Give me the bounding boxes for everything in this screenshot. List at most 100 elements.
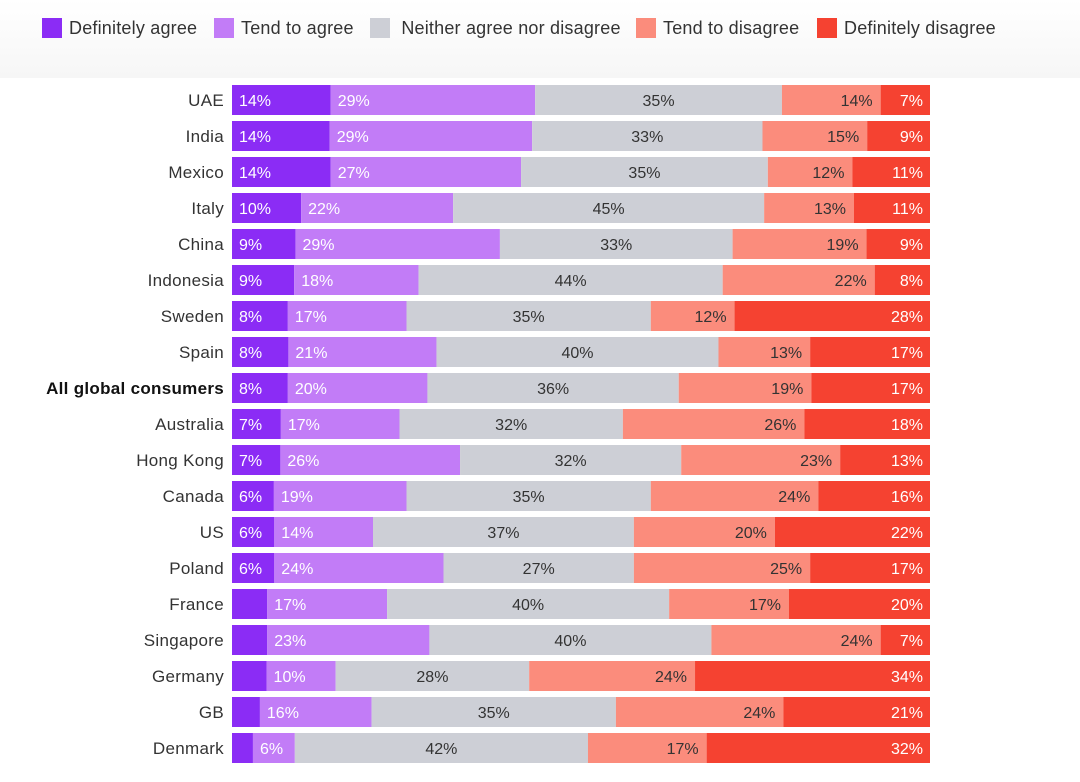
bar-segment-china-tend-to-disagree[interactable] [732, 229, 867, 259]
bar-segment-uae-neither-agree-nor-disagree[interactable] [535, 85, 782, 115]
bar-segment-spain-tend-to-disagree[interactable] [718, 337, 811, 367]
bar-segment-sweden-definitely-disagree[interactable] [734, 301, 930, 331]
bar-segment-indonesia-definitely-agree[interactable] [232, 265, 295, 295]
bar-segment-spain-tend-to-agree[interactable] [288, 337, 437, 367]
bar-segment-canada-definitely-agree[interactable] [232, 481, 274, 511]
bar-segment-us-definitely-disagree[interactable] [774, 517, 930, 547]
bar-segment-australia-definitely-agree[interactable] [232, 409, 281, 439]
bar-segment-canada-neither-agree-nor-disagree[interactable] [406, 481, 651, 511]
bar-segment-all-global-consumers-definitely-agree[interactable] [232, 373, 288, 403]
bar-segment-indonesia-tend-to-disagree[interactable] [722, 265, 875, 295]
bar-segment-germany-tend-to-disagree[interactable] [529, 661, 696, 691]
bar-segment-hong-kong-tend-to-agree[interactable] [280, 445, 461, 475]
bar-segment-hong-kong-neither-agree-nor-disagree[interactable] [460, 445, 682, 475]
bar-segment-france-tend-to-agree[interactable] [267, 589, 388, 619]
bar-segment-all-global-consumers-definitely-disagree[interactable] [811, 373, 930, 403]
bar-segment-uae-definitely-disagree[interactable] [880, 85, 930, 115]
bar-segment-india-definitely-disagree[interactable] [867, 121, 930, 151]
bar-segment-hong-kong-definitely-disagree[interactable] [840, 445, 930, 475]
bar-segment-sweden-neither-agree-nor-disagree[interactable] [406, 301, 651, 331]
bar-segment-denmark-neither-agree-nor-disagree[interactable] [294, 733, 588, 763]
bar-segment-india-neither-agree-nor-disagree[interactable] [532, 121, 763, 151]
bar-segment-us-neither-agree-nor-disagree[interactable] [373, 517, 634, 547]
bar-segment-china-definitely-agree[interactable] [232, 229, 296, 259]
bar-segment-gb-neither-agree-nor-disagree[interactable] [371, 697, 616, 727]
bar-segment-poland-definitely-agree[interactable] [232, 553, 275, 583]
bar-segment-germany-tend-to-agree[interactable] [266, 661, 336, 691]
bar-segment-singapore-definitely-agree[interactable] [232, 625, 268, 655]
bar-segment-france-definitely-disagree[interactable] [788, 589, 930, 619]
bar-segment-gb-tend-to-disagree[interactable] [615, 697, 784, 727]
bar-segment-italy-tend-to-agree[interactable] [301, 193, 454, 223]
bar-segment-us-definitely-agree[interactable] [232, 517, 275, 547]
bar-segment-china-neither-agree-nor-disagree[interactable] [499, 229, 733, 259]
bar-segment-singapore-tend-to-agree[interactable] [267, 625, 430, 655]
legend-item-neither[interactable]: Neither agree nor disagree [370, 17, 625, 39]
legend-item-definitely-disagree[interactable]: Definitely disagree [817, 17, 996, 39]
bar-segment-germany-definitely-agree[interactable] [232, 661, 267, 691]
bar-segment-singapore-neither-agree-nor-disagree[interactable] [429, 625, 712, 655]
bar-segment-canada-definitely-disagree[interactable] [818, 481, 930, 511]
bar-segment-spain-neither-agree-nor-disagree[interactable] [436, 337, 719, 367]
bar-segment-denmark-tend-to-agree[interactable] [252, 733, 295, 763]
bar-segment-australia-definitely-disagree[interactable] [804, 409, 930, 439]
bar-segment-mexico-tend-to-disagree[interactable] [767, 157, 853, 187]
bar-segment-italy-definitely-disagree[interactable] [853, 193, 930, 223]
bar-segment-uae-definitely-agree[interactable] [232, 85, 331, 115]
bar-segment-indonesia-neither-agree-nor-disagree[interactable] [418, 265, 723, 295]
bar-segment-china-tend-to-agree[interactable] [295, 229, 500, 259]
bar-segment-italy-tend-to-disagree[interactable] [764, 193, 854, 223]
bar-segment-uae-tend-to-agree[interactable] [330, 85, 536, 115]
bar-segment-gb-definitely-agree[interactable] [232, 697, 260, 727]
bar-segment-indonesia-tend-to-agree[interactable] [294, 265, 419, 295]
bar-segment-singapore-definitely-disagree[interactable] [880, 625, 930, 655]
bar-segment-australia-neither-agree-nor-disagree[interactable] [399, 409, 623, 439]
bar-segment-mexico-definitely-disagree[interactable] [852, 157, 930, 187]
bar-segment-italy-definitely-agree[interactable] [232, 193, 302, 223]
bar-segment-mexico-definitely-agree[interactable] [232, 157, 331, 187]
legend-item-tend-to-disagree[interactable]: Tend to disagree [636, 17, 799, 39]
bar-segment-spain-definitely-disagree[interactable] [810, 337, 930, 367]
bar-segment-denmark-tend-to-disagree[interactable] [587, 733, 707, 763]
bar-segment-all-global-consumers-tend-to-agree[interactable] [287, 373, 428, 403]
bar-segment-us-tend-to-agree[interactable] [274, 517, 374, 547]
bar-segment-uae-tend-to-disagree[interactable] [781, 85, 881, 115]
bar-segment-germany-neither-agree-nor-disagree[interactable] [335, 661, 530, 691]
bar-segment-mexico-tend-to-agree[interactable] [330, 157, 522, 187]
bar-segment-france-definitely-agree[interactable] [232, 589, 268, 619]
bar-segment-canada-tend-to-agree[interactable] [273, 481, 407, 511]
bar-segment-mexico-neither-agree-nor-disagree[interactable] [521, 157, 768, 187]
bar-segment-australia-tend-to-agree[interactable] [280, 409, 400, 439]
bar-segment-india-tend-to-disagree[interactable] [762, 121, 868, 151]
legend-item-tend-to-agree[interactable]: Tend to agree [214, 17, 354, 39]
bar-segment-sweden-tend-to-agree[interactable] [287, 301, 407, 331]
bar-segment-poland-neither-agree-nor-disagree[interactable] [443, 553, 634, 583]
bar-segment-poland-tend-to-disagree[interactable] [633, 553, 811, 583]
bar-segment-denmark-definitely-agree[interactable] [232, 733, 253, 763]
bar-segment-china-definitely-disagree[interactable] [866, 229, 930, 259]
bar-segment-sweden-definitely-agree[interactable] [232, 301, 288, 331]
bar-segment-indonesia-definitely-disagree[interactable] [874, 265, 930, 295]
bar-segment-spain-definitely-agree[interactable] [232, 337, 289, 367]
bar-segment-gb-definitely-disagree[interactable] [783, 697, 930, 727]
bar-segment-singapore-tend-to-disagree[interactable] [711, 625, 881, 655]
bar-segment-india-tend-to-agree[interactable] [329, 121, 533, 151]
bar-segment-all-global-consumers-tend-to-disagree[interactable] [678, 373, 812, 403]
bar-segment-denmark-definitely-disagree[interactable] [706, 733, 930, 763]
bar-segment-france-tend-to-disagree[interactable] [669, 589, 789, 619]
bar-segment-germany-definitely-disagree[interactable] [695, 661, 930, 691]
bar-segment-canada-tend-to-disagree[interactable] [650, 481, 819, 511]
bar-segment-australia-tend-to-disagree[interactable] [622, 409, 805, 439]
bar-segment-all-global-consumers-neither-agree-nor-disagree[interactable] [427, 373, 679, 403]
bar-segment-gb-tend-to-agree[interactable] [259, 697, 372, 727]
bar-segment-hong-kong-tend-to-disagree[interactable] [681, 445, 841, 475]
bar-segment-india-definitely-agree[interactable] [232, 121, 330, 151]
bar-segment-poland-tend-to-agree[interactable] [274, 553, 444, 583]
bar-segment-hong-kong-definitely-agree[interactable] [232, 445, 281, 475]
bar-segment-us-tend-to-disagree[interactable] [633, 517, 775, 547]
bar-segment-france-neither-agree-nor-disagree[interactable] [387, 589, 670, 619]
bar-segment-poland-definitely-disagree[interactable] [810, 553, 930, 583]
bar-segment-sweden-tend-to-disagree[interactable] [650, 301, 735, 331]
legend-item-definitely-agree[interactable]: Definitely agree [42, 17, 197, 39]
bar-segment-italy-neither-agree-nor-disagree[interactable] [453, 193, 765, 223]
